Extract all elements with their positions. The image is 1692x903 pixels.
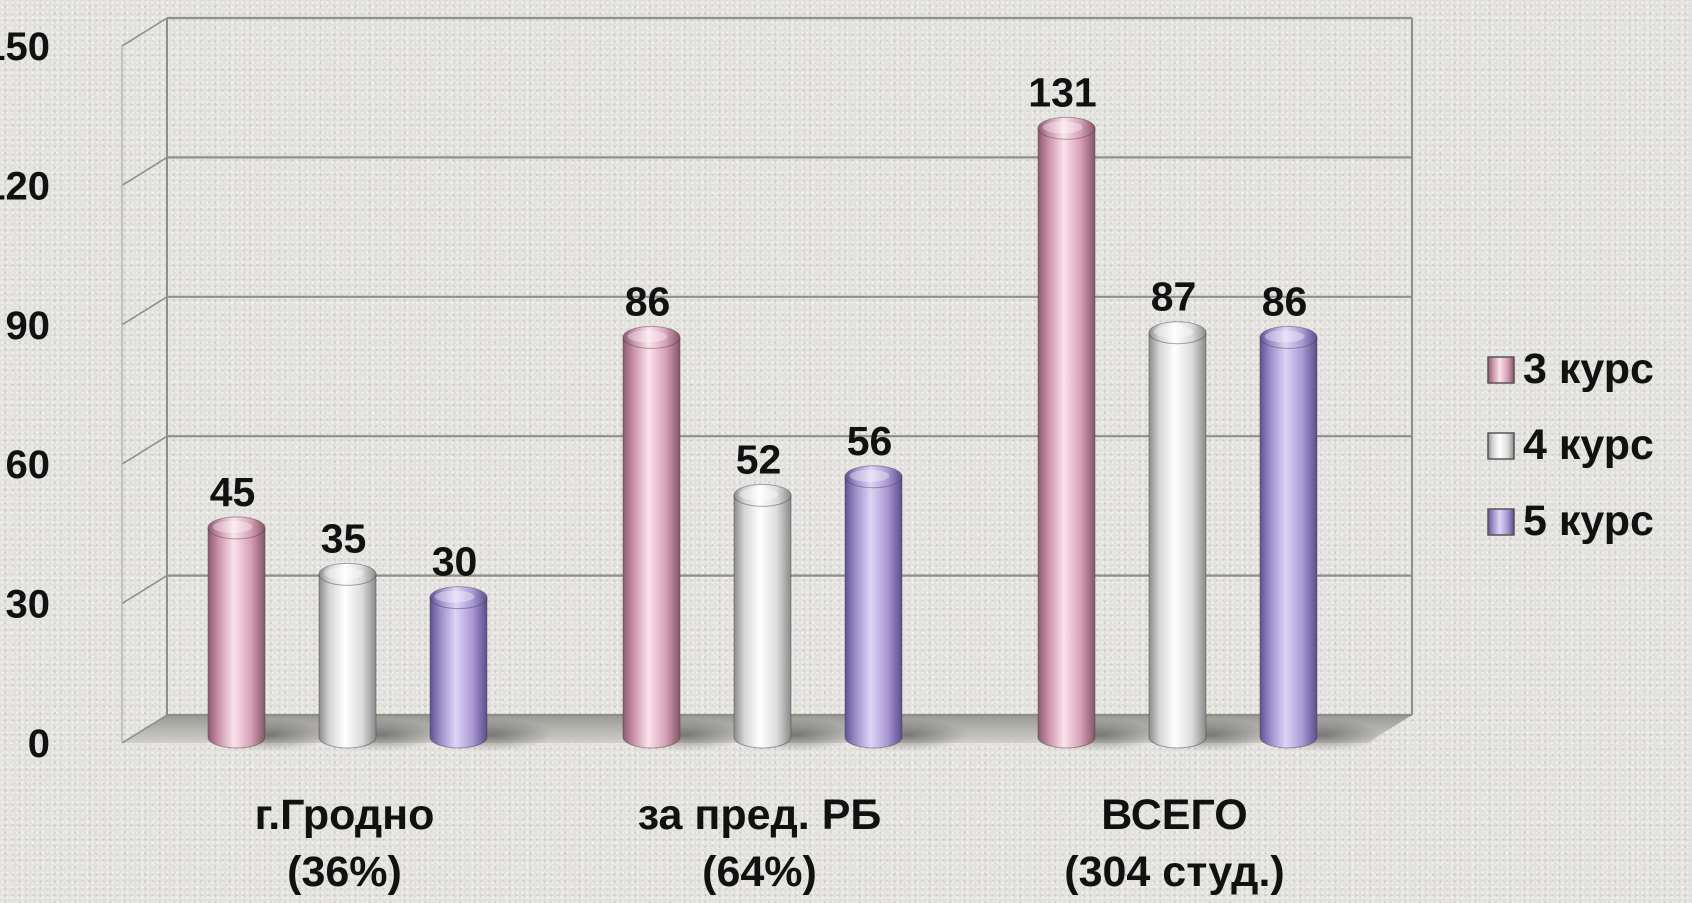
x-tick-label: г.Гродно (36%) (255, 791, 435, 896)
y-tick-label: 90 (6, 304, 51, 348)
y-tick-label: 60 (6, 443, 51, 487)
data-label: 30 (432, 539, 478, 585)
bar (1038, 117, 1095, 748)
bar (208, 517, 265, 748)
legend-item: 4 курс (1488, 421, 1654, 469)
bar-top-highlight (435, 591, 475, 603)
bar-body (623, 337, 680, 748)
data-label: 45 (210, 469, 256, 515)
bar-top-highlight (739, 488, 779, 500)
legend-label: 3 курс (1523, 345, 1654, 393)
bar (1260, 326, 1317, 748)
bar-top-highlight (1043, 121, 1083, 133)
bar-body (1038, 128, 1095, 748)
data-label: 131 (1028, 69, 1096, 115)
y-axis-ticks: 0 30 60 90 120 150 (0, 25, 50, 766)
bar-body (734, 495, 791, 748)
bar (845, 466, 902, 748)
bars (208, 117, 1317, 748)
bar (734, 484, 791, 748)
bar-body (430, 598, 487, 748)
bar-body (319, 574, 376, 748)
side-gridline (122, 18, 167, 46)
data-label: 86 (625, 278, 671, 324)
bar-body (845, 477, 902, 748)
side-gridline (122, 297, 167, 325)
bar (1149, 322, 1206, 748)
legend-item: 3 курс (1488, 345, 1654, 393)
legend-swatch (1488, 357, 1514, 383)
legend-label: 5 курс (1523, 497, 1654, 545)
data-label: 35 (321, 515, 367, 561)
x-tick-label: ВСЕГО (304 студ.) (1064, 791, 1284, 896)
bar-top-highlight (628, 330, 668, 342)
floor-shadows (211, 719, 1383, 751)
side-gridline (122, 436, 167, 464)
bar-top-highlight (324, 567, 364, 579)
y-tick-label: 120 (0, 164, 50, 208)
data-label: 52 (736, 436, 782, 482)
y-tick-label: 30 (6, 583, 51, 627)
x-tick-label: за пред. РБ (64%) (638, 791, 882, 896)
legend-item: 5 курс (1488, 497, 1654, 545)
side-gridline (122, 576, 167, 604)
bar-top-highlight (850, 470, 890, 482)
data-label: 56 (847, 418, 893, 464)
x-axis-labels: г.Гродно (36%) за пред. РБ (64%) ВСЕГО (304 с… (255, 791, 1285, 896)
legend-swatch (1488, 433, 1514, 459)
bar-body (208, 528, 265, 748)
y-tick-label: 150 (0, 25, 50, 69)
legend-label: 4 курс (1523, 421, 1654, 469)
legend-swatch (1488, 509, 1514, 535)
legend: 3 курс 4 курс 5 курс (1488, 345, 1654, 545)
data-label: 86 (1262, 278, 1308, 324)
bar (623, 326, 680, 748)
bar (430, 587, 487, 748)
bar-top-highlight (1265, 330, 1305, 342)
y-tick-label: 0 (28, 722, 50, 766)
bar-top-highlight (213, 521, 253, 533)
side-gridline (122, 157, 167, 185)
bar-body (1149, 333, 1206, 748)
data-label: 87 (1151, 274, 1197, 320)
bar-top-highlight (1154, 326, 1194, 338)
bar-body (1260, 337, 1317, 748)
bar (319, 563, 376, 748)
